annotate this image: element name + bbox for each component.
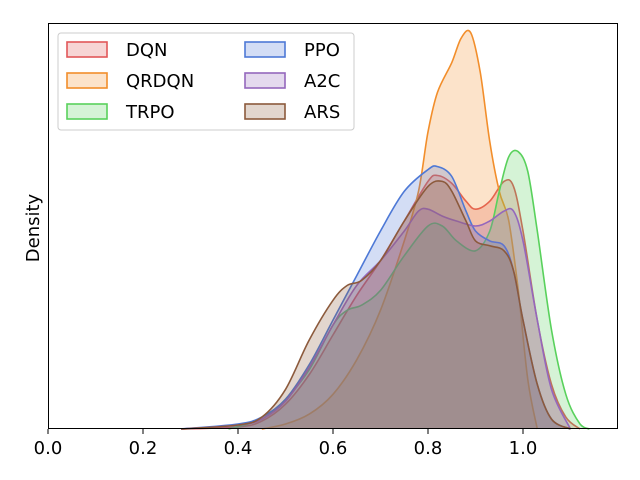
legend-label-qrdqn: QRDQN <box>126 71 194 92</box>
density-area-ars <box>181 180 571 429</box>
legend-swatch-qrdqn <box>66 72 108 89</box>
legend-swatch-ars <box>244 103 286 120</box>
legend-label-a2c: A2C <box>304 71 340 92</box>
density-area-trpo <box>228 150 590 429</box>
plot-frame <box>48 23 618 429</box>
x-tick-label: 1.0 <box>509 438 538 459</box>
legend-swatch-a2c <box>244 72 286 89</box>
y-axis-label: Density <box>23 193 44 262</box>
x-tick-label: 0.6 <box>319 438 348 459</box>
legend: DQN QRDQN TRPO PPO A2C ARS <box>57 32 355 131</box>
density-area-qrdqn <box>261 30 538 429</box>
legend-label-ppo: PPO <box>304 40 340 61</box>
density-line-ars <box>180 180 571 430</box>
x-axis: 0.0 0.2 0.4 0.6 0.8 1.0 <box>34 429 538 459</box>
plot-area <box>180 29 590 430</box>
density-area-a2c <box>181 208 571 429</box>
density-line-qrdqn <box>261 29 539 430</box>
legend-label-ars: ARS <box>304 102 340 123</box>
x-tick-label: 0.4 <box>224 438 253 459</box>
density-area-dqn <box>181 175 580 429</box>
legend-swatch-ppo <box>244 41 286 58</box>
density-area-ppo <box>181 165 571 429</box>
legend-label-trpo: TRPO <box>125 102 175 123</box>
legend-swatch-trpo <box>66 103 108 120</box>
density-line-a2c <box>180 207 572 430</box>
x-tick-label: 0.8 <box>414 438 443 459</box>
x-tick-label: 0.0 <box>34 438 63 459</box>
legend-label-dqn: DQN <box>126 40 168 61</box>
legend-swatch-dqn <box>66 41 108 58</box>
x-tick-label: 0.2 <box>129 438 158 459</box>
